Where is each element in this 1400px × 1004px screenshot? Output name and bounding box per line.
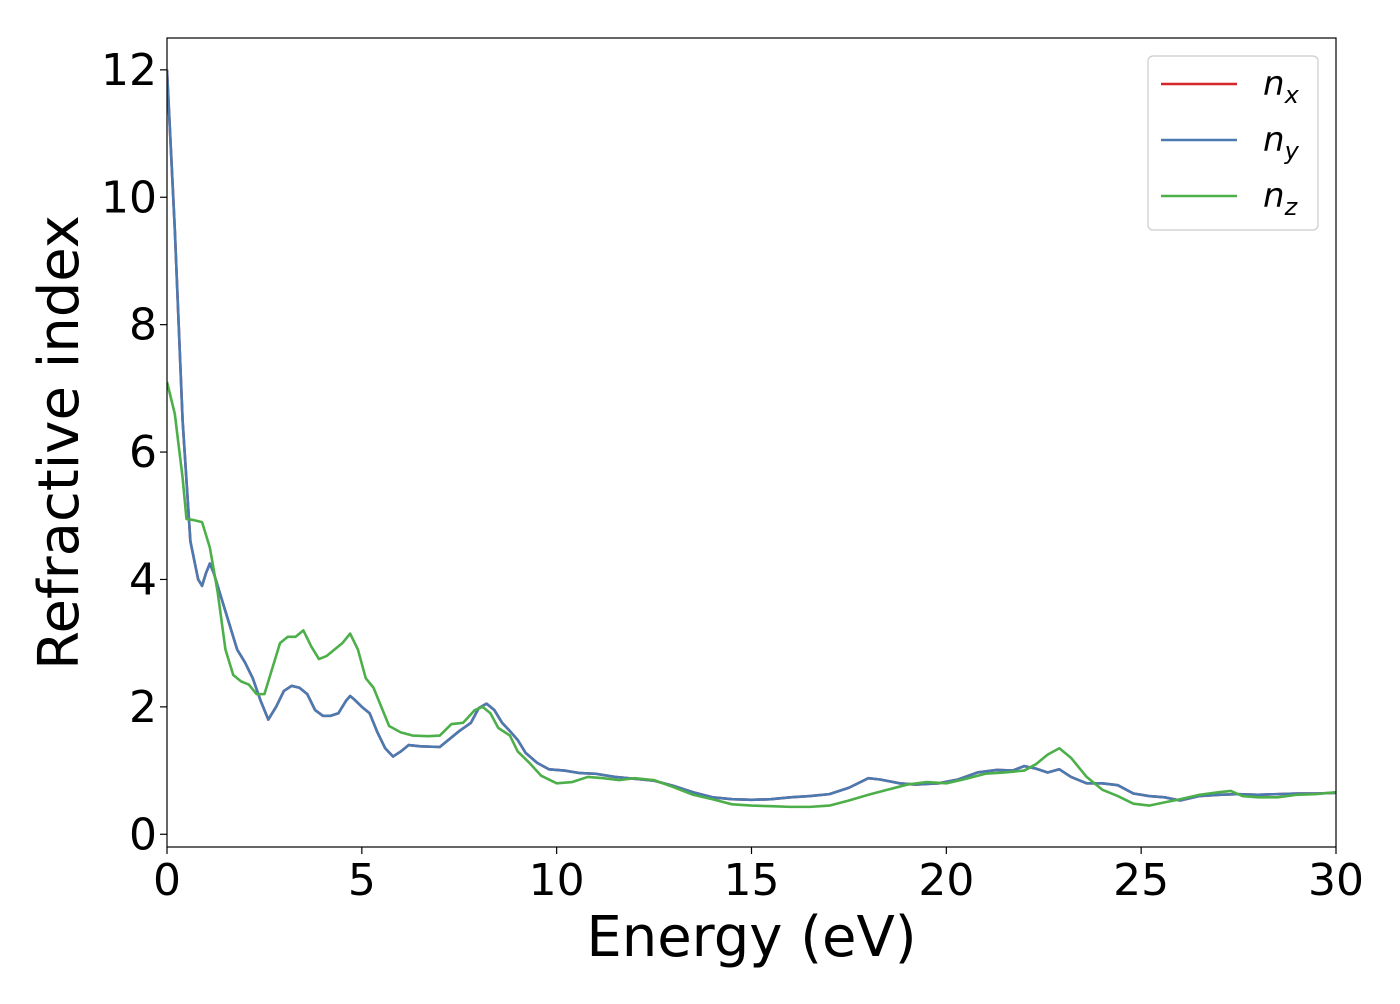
x-tick-label: 25 [1113,855,1169,906]
legend-label-z: nz [1263,176,1299,221]
series-line-n-y [167,69,1336,802]
legend-label-y: ny [1263,120,1300,165]
x-tick-label: 30 [1308,855,1364,906]
x-tick-label: 10 [529,855,585,906]
series-line-n-z [167,381,1336,809]
x-tick-label: 0 [153,855,181,906]
x-tick-label: 5 [348,855,376,906]
x-tick-label: 15 [724,855,780,906]
series-layer [167,69,1336,809]
legend-label-x: nx [1263,64,1300,109]
y-axis-label: Refractive index [27,215,92,670]
y-tick-label: 4 [129,554,157,605]
y-tick-label: 12 [101,45,157,96]
x-axis-label: Energy (eV) [586,905,916,970]
y-tick-label: 0 [129,809,157,860]
legend-frame [1147,55,1319,231]
y-tick-label: 8 [129,300,157,351]
legend: nx ny nz [1147,55,1319,231]
y-tick-label: 10 [101,172,157,223]
y-axis-ticks: 0 2 4 6 8 10 12 [101,45,167,860]
x-tick-label: 20 [918,855,974,906]
x-axis-ticks: 0 5 10 15 20 25 30 [153,847,1364,906]
y-tick-label: 2 [129,682,157,733]
y-tick-label: 6 [129,427,157,478]
